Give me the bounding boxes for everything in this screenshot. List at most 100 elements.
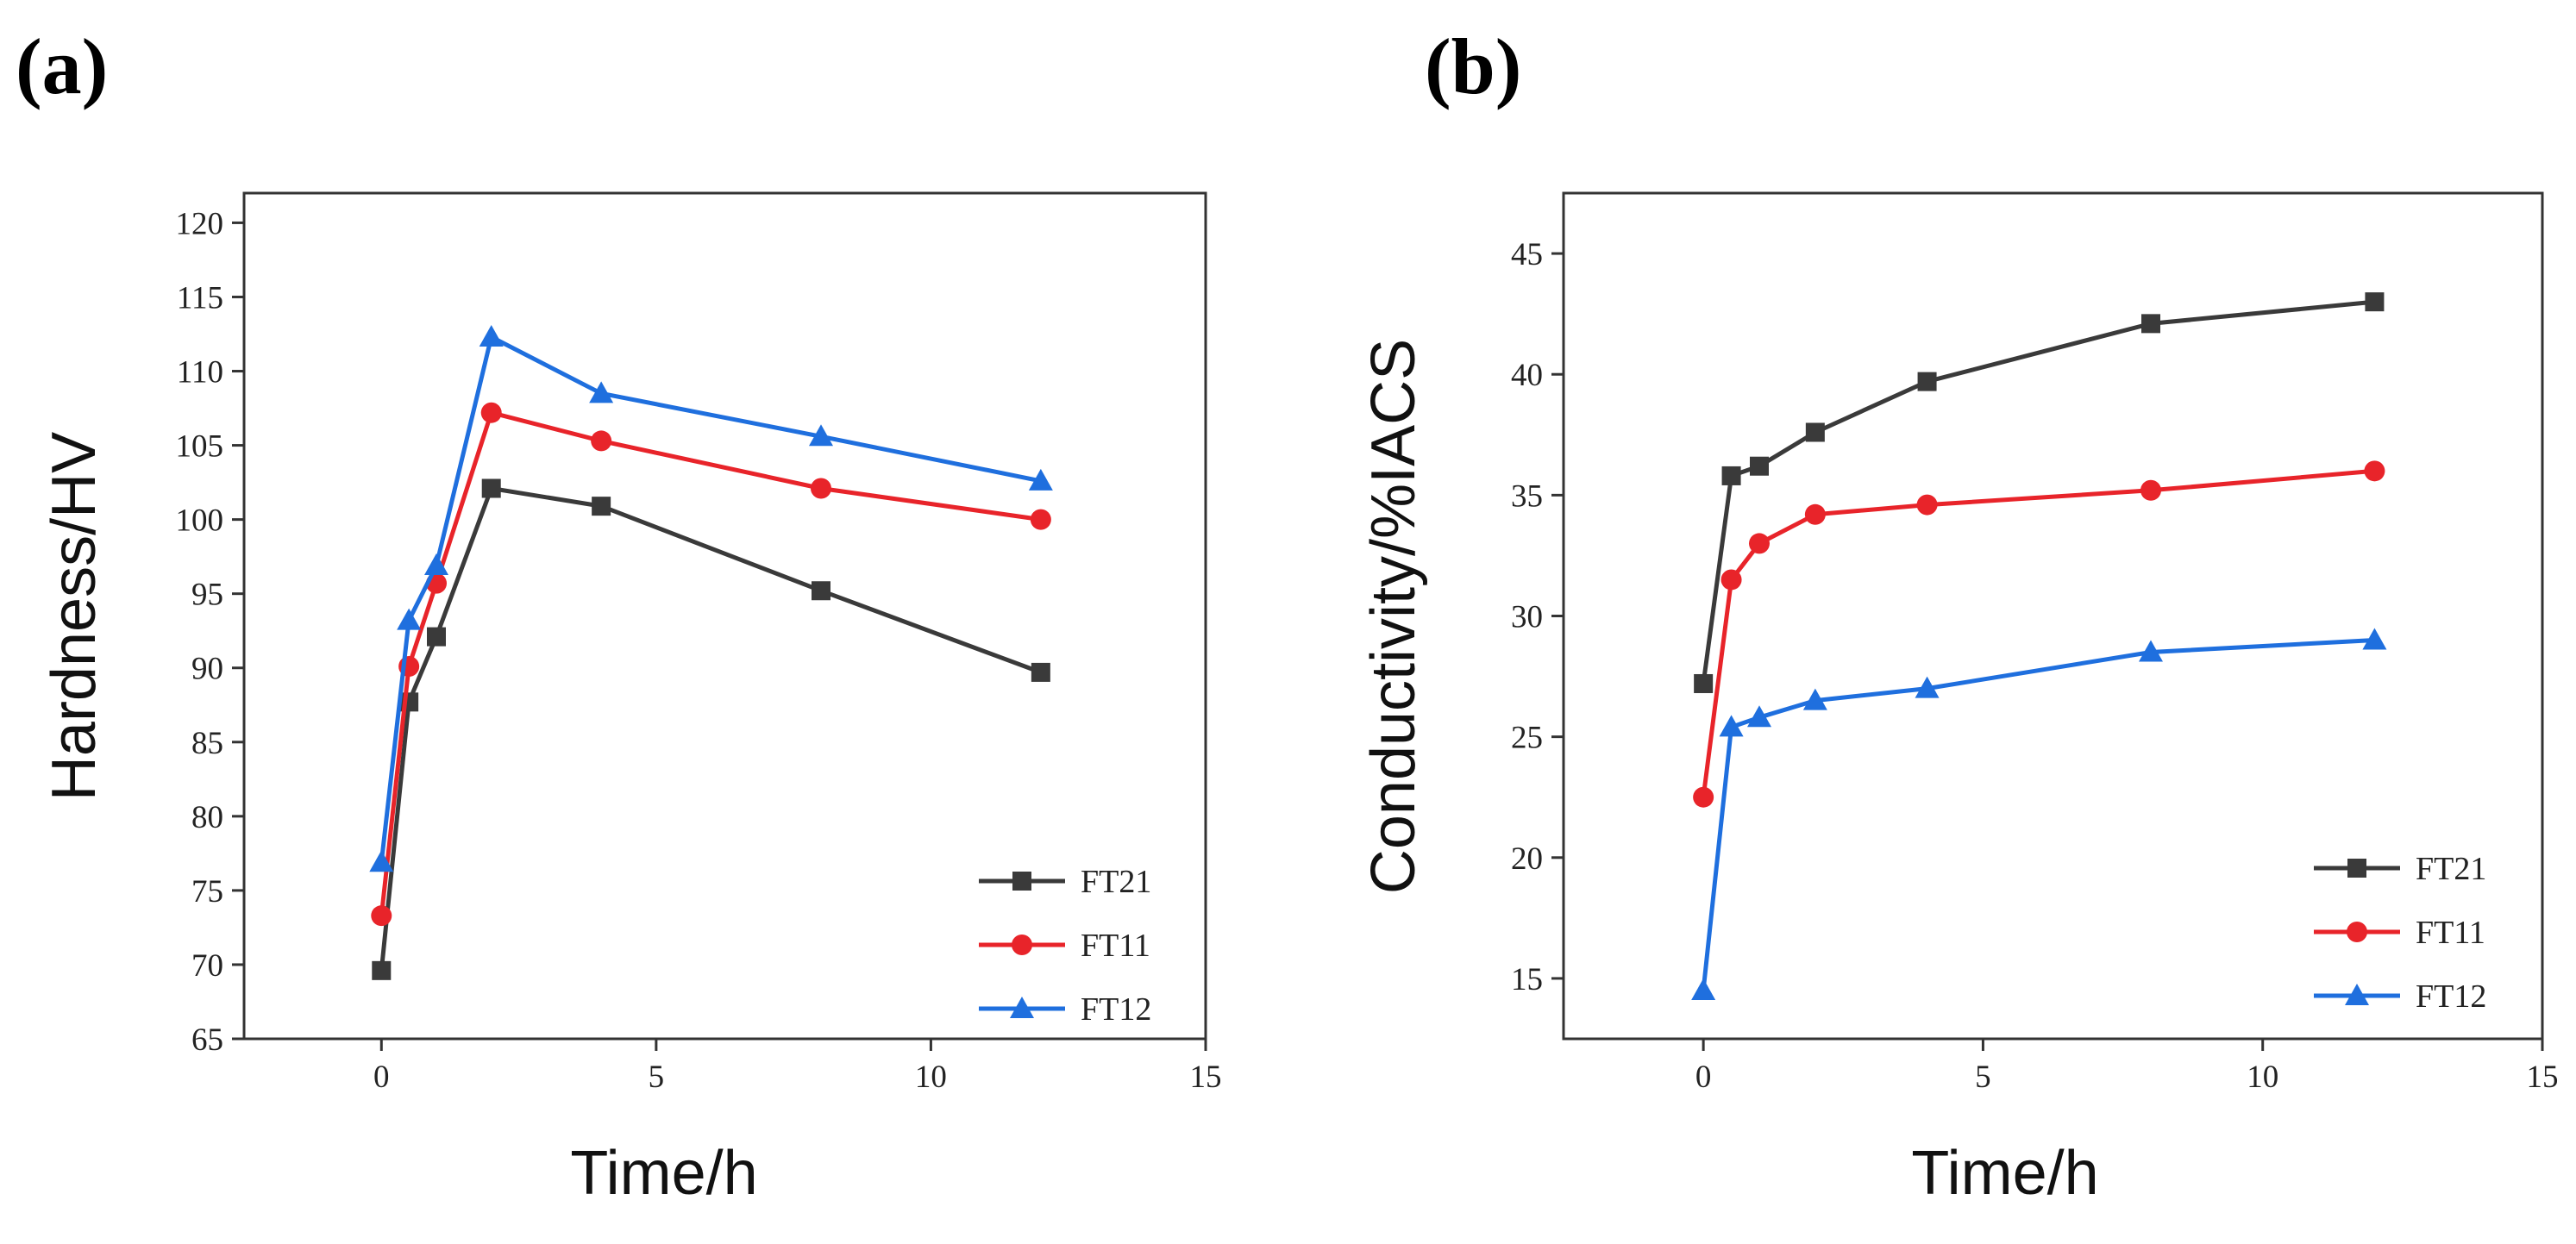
plot-frame — [242, 191, 1207, 1041]
legend-item-ft21: FT21 — [2314, 851, 2486, 887]
y-tick-label: 75 — [191, 874, 223, 910]
data-point-ft21 — [1805, 422, 1825, 442]
y-tick-label: 45 — [1511, 237, 1543, 272]
y-tick-label: 120 — [176, 206, 224, 241]
series-ft11 — [1693, 460, 2385, 808]
y-tick-label: 80 — [191, 800, 223, 835]
data-point-ft21 — [427, 627, 446, 647]
data-point-ft12 — [589, 381, 614, 403]
y-tick-label: 30 — [1511, 600, 1543, 635]
data-point-ft12 — [1915, 676, 1940, 698]
y-tick-label: 105 — [176, 429, 224, 465]
data-point-ft11 — [591, 430, 612, 452]
x-axis-title: Time/h — [570, 1139, 757, 1208]
data-point-ft12 — [397, 608, 422, 630]
x-tick-label: 0 — [373, 1060, 390, 1095]
y-tick-label: 100 — [176, 503, 224, 539]
series-ft12 — [1691, 628, 2387, 1000]
data-point-ft12 — [1691, 978, 1716, 1000]
data-point-ft21 — [1721, 466, 1741, 485]
legend-marker — [1012, 935, 1032, 955]
legend-item-ft11: FT11 — [2314, 915, 2485, 951]
data-point-ft12 — [479, 324, 504, 347]
legend-label: FT12 — [1081, 991, 1151, 1028]
data-point-ft21 — [812, 581, 830, 601]
legend-marker — [2347, 922, 2367, 942]
legend-item-ft21: FT21 — [979, 864, 1151, 900]
data-point-ft12 — [424, 553, 448, 575]
legend-label: FT11 — [1081, 928, 1150, 964]
data-point-ft21 — [592, 497, 611, 516]
panel-label: (b) — [1425, 22, 1521, 110]
data-point-ft11 — [811, 478, 831, 499]
data-point-ft21 — [481, 478, 501, 498]
data-point-ft21 — [372, 960, 392, 980]
legend-item-ft11: FT11 — [979, 928, 1150, 964]
x-tick-label: 10 — [2247, 1060, 2278, 1095]
data-point-ft11 — [1749, 533, 1770, 554]
panel-a: (a) 0 5 10 15 65 70 75 80 85 90 95 100 105 110 115 120 Ti… — [16, 22, 1222, 1208]
data-point-ft12 — [1028, 468, 1053, 491]
y-tick-label: 20 — [1511, 841, 1543, 877]
x-tick-label: 0 — [1695, 1060, 1712, 1095]
data-point-ft11 — [1693, 786, 1714, 808]
data-point-ft12 — [1719, 715, 1744, 737]
y-tick-label: 70 — [191, 948, 223, 984]
data-point-ft21 — [1750, 456, 1769, 476]
data-point-ft11 — [480, 402, 502, 423]
data-point-ft21 — [2141, 314, 2160, 334]
series-ft21 — [372, 478, 1050, 980]
series-ft12 — [369, 324, 1053, 872]
legend-label: FT12 — [2416, 978, 2486, 1015]
data-point-ft12 — [369, 850, 394, 872]
y-tick-label: 90 — [191, 652, 223, 687]
y-tick-label: 85 — [191, 726, 223, 761]
data-point-ft11 — [1030, 509, 1051, 530]
y-tick-label: 95 — [191, 578, 223, 613]
data-point-ft12 — [1747, 705, 1771, 728]
y-tick-label: 35 — [1511, 478, 1543, 514]
data-point-ft12 — [2139, 640, 2163, 662]
legend-marker — [2347, 859, 2366, 878]
data-point-ft21 — [2365, 292, 2385, 312]
legend-item-ft12: FT12 — [979, 991, 1151, 1028]
legend-label: FT21 — [1081, 864, 1151, 900]
legend-marker — [1012, 872, 1031, 891]
x-tick-label: 10 — [915, 1060, 947, 1095]
y-tick-label: 110 — [177, 355, 223, 391]
data-point-ft12 — [2362, 628, 2387, 650]
x-tick-label: 5 — [1975, 1060, 1991, 1095]
x-axis-title: Time/h — [1911, 1139, 2098, 1208]
y-axis-title: Conductivity/%IACS — [1359, 339, 1428, 894]
y-tick-label: 40 — [1511, 358, 1543, 393]
legend-marker — [2345, 984, 2369, 1005]
data-point-ft12 — [1802, 688, 1827, 710]
legend-label: FT11 — [2416, 915, 2485, 951]
y-tick-label: 25 — [1511, 721, 1543, 756]
data-point-ft11 — [1720, 569, 1742, 591]
data-point-ft21 — [1031, 662, 1050, 682]
data-point-ft21 — [1917, 372, 1937, 391]
series-ft21 — [1694, 292, 2385, 693]
y-axis-title: Hardness/HV — [40, 432, 109, 801]
data-point-ft11 — [1916, 494, 1938, 516]
x-tick-label: 15 — [1190, 1060, 1222, 1095]
legend-marker — [1010, 997, 1034, 1018]
data-point-ft11 — [1804, 503, 1826, 525]
legend-label: FT21 — [2416, 851, 2486, 887]
data-point-ft21 — [1694, 673, 1714, 693]
data-point-ft11 — [2364, 460, 2385, 482]
y-tick-label: 65 — [191, 1022, 223, 1058]
y-tick-label: 15 — [1511, 962, 1543, 997]
y-tick-label: 115 — [177, 280, 223, 316]
legend-item-ft12: FT12 — [2314, 978, 2486, 1015]
x-tick-label: 5 — [649, 1060, 665, 1095]
data-point-ft11 — [371, 905, 392, 927]
data-point-ft11 — [2140, 479, 2161, 501]
data-point-ft12 — [809, 424, 833, 447]
panel-b: (b) 0 5 10 15 15 20 25 30 35 40 45 Time/h Conductivit… — [1359, 22, 2559, 1208]
x-tick-label: 15 — [2527, 1060, 2559, 1095]
panel-label: (a) — [16, 22, 108, 110]
